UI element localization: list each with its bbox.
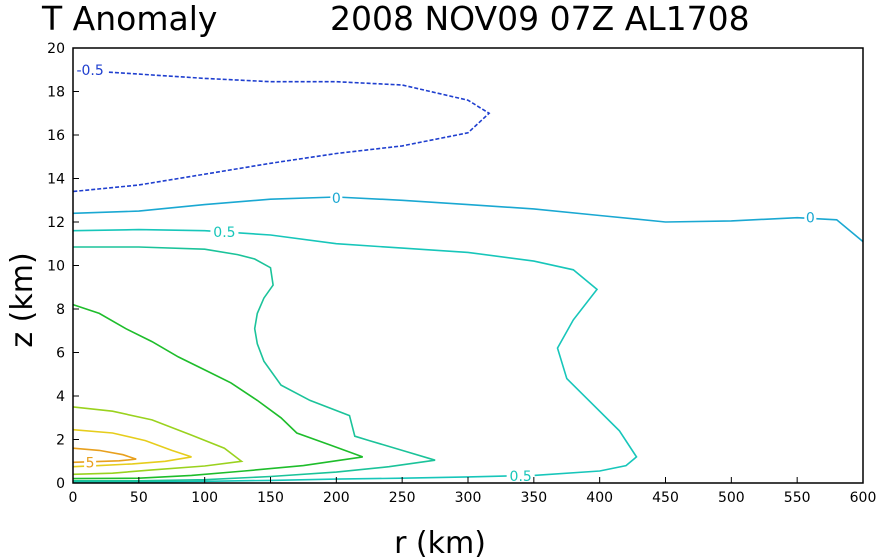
contour-label-bg xyxy=(804,209,817,226)
chart-title-right: 2008 NOV09 07Z AL1708 xyxy=(330,0,750,38)
y-tick-label: 20 xyxy=(47,41,65,57)
x-tick-label: 100 xyxy=(191,490,218,506)
y-axis-label: z (km) xyxy=(5,252,40,347)
contour-line-3 xyxy=(73,246,436,482)
contour-line-4 xyxy=(72,303,363,480)
contour-label-bg xyxy=(506,468,535,485)
contour-label-2-b: 0.5 xyxy=(510,469,532,485)
contour-labels: -0.5 0 0 0.5 0.5 5 xyxy=(72,61,817,485)
chart-title-left: T Anomaly xyxy=(41,0,217,38)
contour-label-bg xyxy=(84,454,97,471)
x-tick-label: 500 xyxy=(718,490,745,506)
x-axis-label: r (km) xyxy=(394,526,486,558)
contour-label-7: 5 xyxy=(86,455,95,471)
y-tick-label: 16 xyxy=(47,128,65,144)
contour-line-5 xyxy=(72,406,244,476)
contour-line-2 xyxy=(72,228,638,483)
x-tick-label: 200 xyxy=(323,490,350,506)
y-tick-label: 14 xyxy=(47,172,65,188)
contour-line-6 xyxy=(72,428,192,468)
y-axis: 0 2 4 6 8 10 12 14 16 18 20 xyxy=(47,41,79,492)
contour-line-7 xyxy=(72,447,137,464)
contour-label-1: 0 xyxy=(332,191,341,207)
x-tick-label: 0 xyxy=(69,490,78,506)
plot-frame xyxy=(72,47,864,484)
x-tick-label: 450 xyxy=(652,490,679,506)
x-tick-label: 350 xyxy=(520,490,547,506)
contour-label-0: -0.5 xyxy=(76,63,103,79)
y-tick-label: 8 xyxy=(56,302,65,318)
x-tick-label: 300 xyxy=(455,490,482,506)
plot-area: -0.5 0 0 0.5 0.5 5 xyxy=(72,47,864,485)
x-tick-label: 600 xyxy=(850,490,877,506)
x-tick-label: 150 xyxy=(257,490,284,506)
contour-label-bg xyxy=(72,61,109,78)
x-tick-label: 400 xyxy=(586,490,613,506)
contour-label-bg xyxy=(210,223,239,240)
contour-line-0 xyxy=(72,69,491,193)
contour-label-2: 0.5 xyxy=(213,225,235,241)
contour-lines xyxy=(72,69,864,483)
y-tick-label: 2 xyxy=(56,433,65,449)
y-tick-label: 18 xyxy=(47,85,65,101)
contour-label-bg xyxy=(330,190,343,207)
x-axis: 0 50 100 150 200 250 300 350 400 450 500 550 600 xyxy=(69,477,877,506)
y-tick-label: 10 xyxy=(47,259,65,275)
y-tick-label: 0 xyxy=(56,476,65,492)
y-tick-label: 6 xyxy=(56,346,65,362)
x-tick-label: 250 xyxy=(389,490,416,506)
x-tick-label: 550 xyxy=(784,490,811,506)
contour-label-1-b: 0 xyxy=(806,211,815,227)
x-tick-label: 50 xyxy=(130,490,148,506)
y-tick-label: 4 xyxy=(56,389,65,405)
contour-line-1 xyxy=(72,196,864,243)
y-tick-label: 12 xyxy=(47,215,65,231)
